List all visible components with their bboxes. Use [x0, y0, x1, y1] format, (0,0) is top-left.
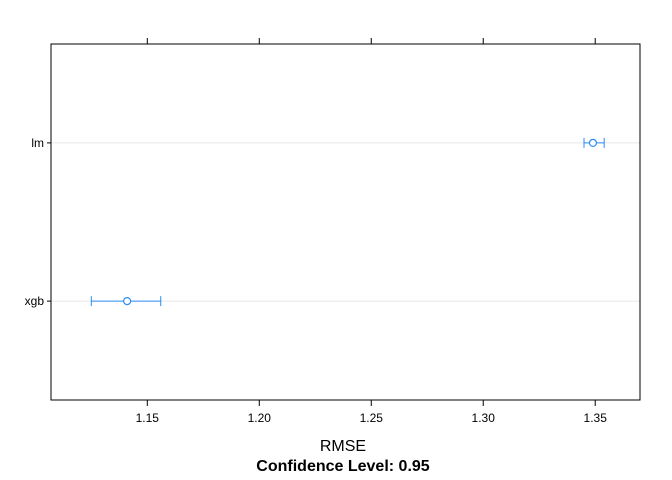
- x-tick-label-1.20: 1.20: [248, 411, 272, 425]
- axis-ticks: lm xgb 1.15 1.20 1.25 1.30 1.35: [25, 38, 608, 425]
- ci-mark-lm: [583, 137, 605, 148]
- plot-frame: [50, 43, 641, 401]
- x-axis-title: RMSE: [320, 438, 366, 455]
- y-tick-label-lm: lm: [31, 136, 44, 150]
- ci-mark-xgb: [90, 296, 162, 307]
- x-tick-label-1.35: 1.35: [584, 411, 608, 425]
- data-marks: [90, 137, 605, 307]
- point-lm: [588, 138, 598, 147]
- x-tick-label-1.30: 1.30: [472, 411, 496, 425]
- y-tick-label-xgb: xgb: [25, 294, 45, 308]
- chart-subtitle: Confidence Level: 0.95: [256, 458, 429, 475]
- x-tick-label-1.15: 1.15: [136, 411, 160, 425]
- point-xgb: [123, 297, 132, 306]
- x-tick-label-1.25: 1.25: [360, 411, 384, 425]
